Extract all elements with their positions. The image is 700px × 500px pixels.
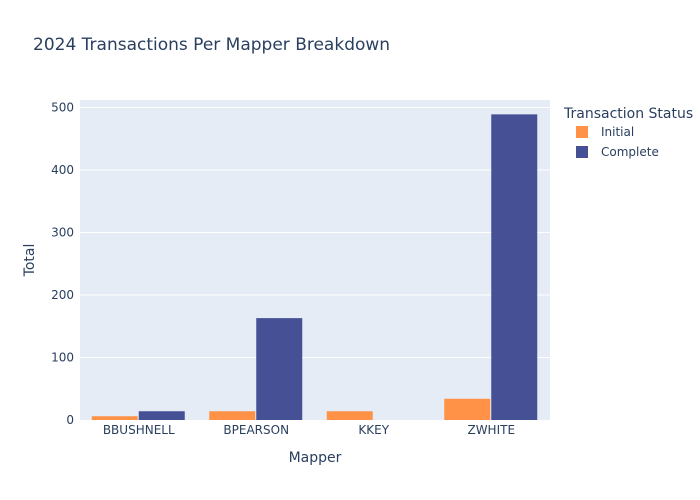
y-tick-label: 200 bbox=[51, 288, 74, 302]
legend-title: Transaction Status bbox=[563, 106, 693, 122]
y-tick-label: 400 bbox=[51, 163, 74, 177]
y-axis-title: Total bbox=[22, 244, 38, 278]
y-tick-label: 500 bbox=[51, 101, 74, 115]
legend[interactable]: Transaction Status Initial Complete bbox=[563, 106, 693, 159]
x-tick-label: KKEY bbox=[358, 423, 389, 437]
plot-area bbox=[80, 100, 550, 420]
bar-complete-zwhite[interactable] bbox=[491, 114, 538, 420]
y-axis-ticks: 0 100 200 300 400 500 bbox=[51, 101, 74, 428]
x-tick-label: BBUSHNELL bbox=[103, 423, 175, 437]
legend-items: Initial Complete bbox=[576, 125, 659, 159]
gridlines bbox=[80, 107, 550, 358]
bar-initial-kkey[interactable] bbox=[326, 411, 373, 420]
x-tick-label: BPEARSON bbox=[223, 423, 289, 437]
legend-label-initial[interactable]: Initial bbox=[601, 125, 634, 139]
bar-initial-zwhite[interactable] bbox=[444, 398, 491, 420]
legend-swatch-complete[interactable] bbox=[576, 146, 588, 158]
x-tick-label: ZWHITE bbox=[467, 423, 515, 437]
x-axis-ticks: BBUSHNELL BPEARSON KKEY ZWHITE bbox=[103, 423, 515, 437]
bar-complete-bpearson[interactable] bbox=[256, 318, 303, 420]
bar-complete-bbushnell[interactable] bbox=[138, 411, 185, 420]
y-tick-label: 300 bbox=[51, 226, 74, 240]
bar-initial-bbushnell[interactable] bbox=[91, 416, 138, 420]
y-tick-label: 0 bbox=[66, 413, 74, 427]
bars bbox=[91, 114, 538, 420]
x-axis-title: Mapper bbox=[289, 450, 342, 466]
y-tick-label: 100 bbox=[51, 351, 74, 365]
bar-initial-bpearson[interactable] bbox=[209, 411, 256, 420]
chart-title: 2024 Transactions Per Mapper Breakdown bbox=[33, 35, 390, 55]
legend-swatch-initial[interactable] bbox=[576, 126, 588, 138]
legend-label-complete[interactable]: Complete bbox=[601, 145, 659, 159]
